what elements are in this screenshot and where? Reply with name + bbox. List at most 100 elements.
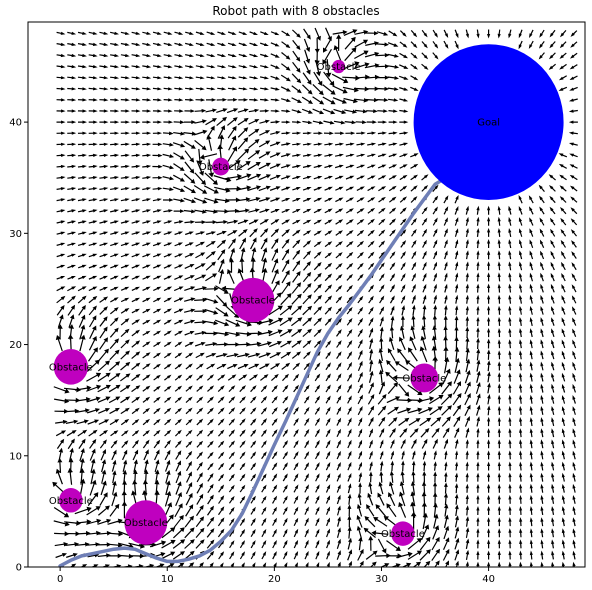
quiver-arrow [572, 528, 576, 538]
quiver-arrow [249, 53, 259, 58]
quiver-arrow [282, 373, 289, 382]
quiver-arrow [281, 209, 291, 213]
quiver-arrow [335, 307, 343, 315]
quiver-arrow [205, 220, 218, 225]
quiver-arrow [282, 484, 288, 493]
quiver-arrow [227, 76, 237, 80]
quiver-arrow [142, 363, 151, 370]
quiver-arrow [56, 438, 65, 449]
quiver-arrow [410, 163, 419, 169]
quiver-arrow [314, 439, 320, 449]
quiver-arrow [239, 551, 245, 560]
quiver-arrow [508, 483, 512, 493]
quiver-arrow [454, 239, 459, 249]
quiver-arrow [429, 395, 444, 405]
quiver-arrow [250, 462, 257, 471]
quiver-arrow [412, 561, 422, 567]
quiver-arrow [356, 153, 366, 157]
quiver-arrow [444, 482, 448, 494]
quiver-arrow [214, 186, 231, 193]
quiver-arrow [248, 363, 260, 370]
quiver-arrow [337, 505, 341, 516]
quiver-arrow [193, 197, 208, 204]
quiver-arrow [56, 87, 66, 91]
quiver-arrow [312, 84, 324, 96]
quiver-arrow [399, 52, 408, 59]
quiver-arrow [540, 372, 544, 382]
quiver-arrow [333, 45, 342, 63]
quiver-arrow [204, 320, 219, 326]
quiver-arrow [529, 561, 533, 567]
quiver-arrow [184, 161, 195, 174]
quiver-arrow [120, 419, 130, 426]
quiver-arrow [529, 217, 534, 226]
quiver-arrow [304, 539, 309, 549]
quiver-arrow [131, 187, 141, 191]
quiver-arrow [269, 163, 281, 169]
quiver-arrow [313, 328, 322, 337]
quiver-arrow [132, 439, 139, 449]
quiver-arrow [399, 131, 409, 135]
quiver-arrow [260, 237, 268, 250]
quiver-arrow [67, 53, 77, 58]
quiver-arrow [387, 64, 400, 69]
quiver-arrow [194, 309, 208, 314]
quiver-arrow [314, 373, 321, 382]
quiver-arrow [508, 339, 512, 349]
quiver-arrow [409, 336, 417, 351]
quiver-arrow [183, 185, 196, 194]
quiver-arrow [281, 175, 291, 180]
quiver-arrow [379, 460, 384, 471]
quiver-arrow [572, 339, 577, 349]
quiver-arrow [142, 54, 152, 58]
quiver-arrow [441, 381, 452, 395]
quiver-arrow [315, 473, 320, 482]
quiver-arrow [464, 381, 471, 395]
quiver-arrow [324, 208, 333, 214]
quiver-arrow [465, 494, 469, 505]
quiver-arrow [325, 406, 331, 415]
quiver-arrow [99, 164, 109, 169]
quiver-arrow [444, 294, 448, 304]
quiver-arrow [110, 164, 120, 169]
quiver-arrow [551, 417, 555, 427]
quiver-arrow [271, 395, 278, 404]
quiver-arrow [367, 218, 375, 225]
quiver-arrow [400, 315, 405, 328]
quiver-arrow [397, 407, 412, 414]
quiver-arrow [235, 319, 252, 327]
quiver-arrow [292, 131, 302, 135]
quiver-arrow [293, 517, 299, 526]
quiver-arrow [302, 305, 313, 316]
quiver-arrow [508, 328, 512, 338]
quiver-arrow [196, 451, 203, 459]
quiver-arrow [183, 131, 197, 136]
quiver-arrow [315, 506, 320, 515]
quiver-arrow [86, 408, 100, 414]
quiver-arrow [174, 385, 183, 392]
quiver-arrow [529, 206, 534, 215]
quiver-arrow [98, 419, 110, 425]
quiver-arrow [444, 450, 448, 460]
quiver-arrow [184, 331, 195, 336]
quiver-arrow [410, 41, 418, 49]
quiver-arrow [88, 87, 98, 91]
quiver-arrow [454, 40, 459, 50]
quiver-arrow [98, 505, 110, 516]
quiver-arrow [410, 217, 417, 226]
quiver-arrow [185, 440, 193, 448]
quiver-arrow [207, 374, 215, 381]
quiver-arrow [99, 220, 109, 224]
quiver-arrow [291, 85, 302, 94]
quiver-arrow [540, 417, 544, 427]
quiver-arrow [357, 306, 364, 315]
quiver-arrow [281, 98, 291, 102]
quiver-arrow [475, 393, 481, 405]
quiver-arrow [455, 272, 459, 282]
quiver-arrow [529, 250, 534, 260]
quiver-arrow [67, 198, 77, 202]
quiver-arrow [465, 358, 471, 373]
obstacle-label: Obstacle [381, 529, 425, 540]
quiver-arrow [315, 517, 320, 526]
quiver-arrow [561, 328, 566, 337]
